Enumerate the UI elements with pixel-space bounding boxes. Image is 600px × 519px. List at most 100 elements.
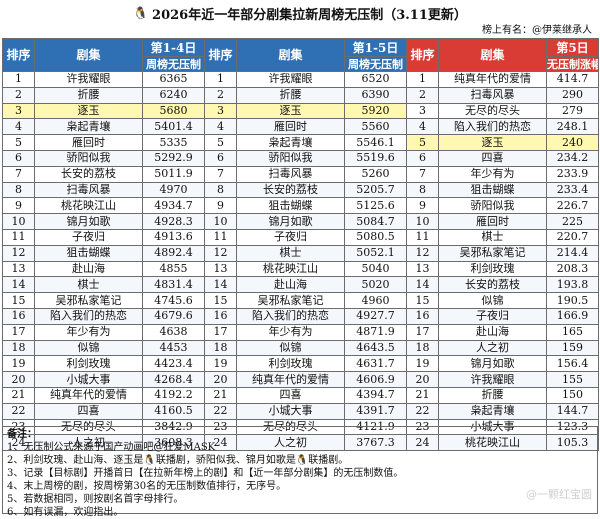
drama-cell: 陷入我们的热恋 xyxy=(34,307,143,325)
value-cell: 4855 xyxy=(142,260,205,278)
table-row: 8 扫毒风暴 4970 8 长安的荔枝 5205.7 8 狙击蝴蝶 233.4 xyxy=(2,181,599,199)
drama-cell: 长安的荔枝 xyxy=(438,276,547,294)
drama-cell: 雁回时 xyxy=(236,118,345,136)
table-row: 6 骄阳似我 5292.9 6 骄阳似我 5519.6 6 四喜 234.2 xyxy=(2,149,599,167)
rank-cell: 4 xyxy=(406,118,439,136)
rank-cell: 4 xyxy=(204,118,237,136)
value-cell: 166.9 xyxy=(546,307,599,325)
value-cell: 3767.3 xyxy=(344,434,407,452)
value-cell: 6365 xyxy=(142,71,205,88)
rank-cell: 22 xyxy=(2,402,35,420)
drama-cell: 小城大事 xyxy=(34,371,143,388)
value-cell: 4927.7 xyxy=(344,307,407,325)
drama-cell: 子夜归 xyxy=(236,228,345,246)
rank-cell: 4 xyxy=(2,118,35,136)
table-row: 13 赴山海 4855 13 桃花映江山 5040 13 利剑玫瑰 208.3 xyxy=(2,260,599,278)
drama-cell: 许我耀眼 xyxy=(236,71,345,88)
table-row: 17 年少有为 4638 17 年少有为 4871.9 17 赴山海 165 xyxy=(2,323,599,341)
drama-cell: 桃花映江山 xyxy=(34,197,143,215)
drama-cell: 扫毒风暴 xyxy=(34,181,143,199)
rank-cell: 2 xyxy=(2,86,35,104)
rank-cell: 17 xyxy=(204,323,237,341)
drama-cell: 人之初 xyxy=(34,434,143,452)
credit-line: 榜上有名：@伊莱继承人 xyxy=(482,25,592,36)
rank-cell: 19 xyxy=(406,355,439,373)
drama-cell: 似锦 xyxy=(438,292,547,309)
value-cell: 234.2 xyxy=(546,149,599,167)
header-value-2-line1: 第1-5日 xyxy=(344,38,407,57)
value-cell: 4679.6 xyxy=(142,307,205,325)
value-cell: 5680 xyxy=(142,102,205,120)
rank-cell: 16 xyxy=(2,307,35,325)
rank-cell: 10 xyxy=(406,213,439,230)
drama-cell: 棋士 xyxy=(438,228,547,246)
note-item: 2、利剑玫瑰、赴山海、逐玉是🐧联播剧，骄阳似我、锦月如歌是🐧联播剧。 xyxy=(7,455,349,466)
value-cell: 4745.6 xyxy=(142,292,205,309)
rank-cell: 14 xyxy=(406,276,439,294)
rank-cell: 7 xyxy=(406,165,439,183)
value-cell: 225 xyxy=(546,213,599,230)
drama-cell: 四喜 xyxy=(236,386,345,404)
table-row: 19 利剑玫瑰 4423.4 19 利剑玫瑰 4631.7 19 锦月如歌 156.4 xyxy=(2,355,599,373)
drama-cell: 扫毒风暴 xyxy=(236,165,345,183)
drama-cell: 年少有为 xyxy=(34,323,143,341)
rank-cell: 13 xyxy=(204,260,237,278)
rank-cell: 15 xyxy=(204,292,237,309)
table-row: 2 折腰 6240 2 折腰 6390 2 扫毒风暴 290 xyxy=(2,86,599,104)
value-cell: 5335 xyxy=(142,134,205,151)
table-body: 1 许我耀眼 6365 1 许我耀眼 6520 1 纯真年代的爱情 414.7 2 折腰 6240 2 折… xyxy=(2,71,599,452)
rank-cell: 8 xyxy=(406,181,439,199)
value-cell: 4928.3 xyxy=(142,213,205,230)
note-item: 4、末上周榜的剧，按周榜第30名的无压制数值排行，无序号。 xyxy=(7,481,287,492)
drama-cell: 狙击蝴蝶 xyxy=(438,181,547,199)
page-title: 🐧 2026年近一年部分剧集拉新周榜无压制（3.11更新） xyxy=(0,0,600,26)
value-cell: 6240 xyxy=(142,86,205,104)
value-cell: 5519.6 xyxy=(344,149,407,167)
drama-cell: 锦月如歌 xyxy=(34,213,143,230)
value-cell: 4160.5 xyxy=(142,402,205,420)
rank-cell: 22 xyxy=(204,402,237,420)
value-cell: 4606.9 xyxy=(344,371,407,388)
table-row: 21 纯真年代的爱情 4192.2 21 四喜 4394.7 21 折腰 150 xyxy=(2,386,599,404)
note-item: 5、若数据相同，则按剧名首字母排行。 xyxy=(7,494,184,505)
header-drama-3: 剧集 xyxy=(438,38,547,72)
rank-cell: 5 xyxy=(406,134,439,151)
rank-cell: 15 xyxy=(406,292,439,309)
watermark: @一颗红宝圆 xyxy=(526,488,592,501)
rank-cell: 21 xyxy=(204,386,237,404)
value-cell: 4934.7 xyxy=(142,197,205,215)
table-row: 11 子夜归 4913.6 11 子夜归 5080.5 11 棋士 220.7 xyxy=(2,228,599,246)
value-cell: 5560 xyxy=(344,118,407,136)
table-row: 10 锦月如歌 4928.3 10 锦月如歌 5084.7 10 雁回时 225 xyxy=(2,213,599,230)
value-cell: 233.4 xyxy=(546,181,599,199)
notes-box: 备注： 1、无压制公式来源于国产动画吧@狂爱MASK 2、利剑玫瑰、赴山海、逐玉… xyxy=(2,426,598,518)
value-cell: 165 xyxy=(546,323,599,341)
value-cell: 5546.1 xyxy=(344,134,407,151)
rank-cell: 16 xyxy=(406,307,439,325)
drama-cell: 雁回时 xyxy=(438,213,547,230)
title-text: 2026年近一年部分剧集拉新周榜无压制（3.11更新） xyxy=(152,7,467,23)
table-row: 9 桃花映江山 4934.7 9 狙击蝴蝶 5125.6 9 骄阳似我 226.7 xyxy=(2,197,599,215)
value-cell: 105.3 xyxy=(546,434,599,452)
drama-cell: 人之初 xyxy=(236,434,345,452)
drama-cell: 扫毒风暴 xyxy=(438,86,547,104)
value-cell: 5920 xyxy=(344,102,407,120)
rank-cell: 6 xyxy=(2,149,35,167)
drama-cell: 逐玉 xyxy=(438,134,547,151)
value-cell: 144.7 xyxy=(546,402,599,420)
value-cell: 279 xyxy=(546,102,599,120)
header-value-3-line1: 第5日 xyxy=(546,38,599,57)
rank-cell: 22 xyxy=(406,402,439,420)
rank-cell: 10 xyxy=(2,213,35,230)
drama-cell: 利剑玫瑰 xyxy=(236,355,345,373)
drama-cell: 吴邪私家笔记 xyxy=(438,244,547,262)
drama-cell: 子夜归 xyxy=(34,228,143,246)
drama-cell: 逐玉 xyxy=(34,102,143,120)
rank-cell: 14 xyxy=(2,276,35,294)
drama-cell: 狙击蝴蝶 xyxy=(34,244,143,262)
table-row: 7 长安的荔枝 5011.9 7 扫毒风暴 5260 7 年少有为 233.9 xyxy=(2,165,599,183)
drama-cell: 年少有为 xyxy=(438,165,547,183)
value-cell: 5080.5 xyxy=(344,228,407,246)
value-cell: 226.7 xyxy=(546,197,599,215)
header-drama-2: 剧集 xyxy=(236,38,345,72)
